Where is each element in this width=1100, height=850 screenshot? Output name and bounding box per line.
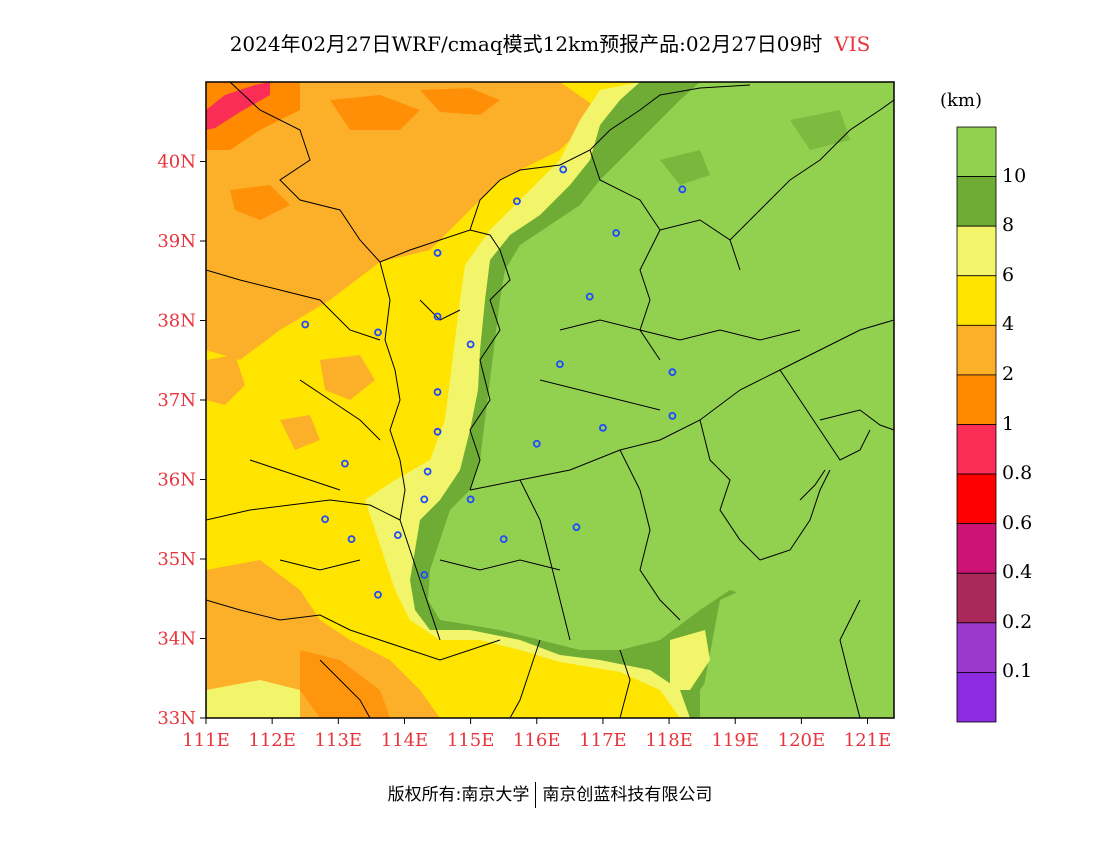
latitude-axis: 40N 39N 38N 37N 36N 35N 34N 33N <box>157 152 206 729</box>
city-marker <box>466 340 475 349</box>
legend-swatch-6 <box>956 424 997 475</box>
copyright-owner: 版权所有:南京大学 <box>387 785 530 805</box>
lat-label-7: 33N <box>157 708 196 729</box>
city-marker <box>347 535 356 544</box>
lon-label-7: 118E <box>645 730 693 751</box>
city-marker <box>513 197 521 206</box>
legend-label-8: 0.4 <box>1002 561 1033 584</box>
lon-label-4: 115E <box>447 730 495 751</box>
title-variable: VIS <box>834 32 871 56</box>
lat-label-2: 38N <box>157 311 196 332</box>
footer-copyright: 版权所有:南京大学 南京创蓝科技有限公司 <box>0 780 1100 808</box>
legend-swatch-5 <box>956 374 997 425</box>
city-marker <box>668 411 677 420</box>
legend-swatch-2 <box>956 225 997 277</box>
city-marker <box>668 368 677 377</box>
longitude-axis: 111E 112E 113E 114E 115E 116E 117E 118E 119E 120E… <box>182 718 891 751</box>
lon-label-6: 117E <box>579 730 627 751</box>
city-marker <box>301 320 310 329</box>
lon-label-0: 111E <box>182 730 230 751</box>
legend-color-bar <box>956 126 997 723</box>
city-marker <box>559 165 568 174</box>
legend-swatch-9 <box>956 572 997 624</box>
lat-label-6: 34N <box>157 629 196 650</box>
city-marker <box>433 312 442 321</box>
city-marker <box>499 535 508 544</box>
lat-label-4: 36N <box>157 470 196 491</box>
legend-label-7: 0.6 <box>1002 511 1033 534</box>
city-markers <box>301 165 687 599</box>
boundary-lines <box>206 82 894 718</box>
legend-label-6: 0.8 <box>1002 462 1033 485</box>
legend-swatch-7 <box>956 473 997 525</box>
legend-unit: (km) <box>940 90 983 111</box>
city-marker <box>585 292 594 301</box>
legend-label-9: 0.2 <box>1002 610 1033 633</box>
lon-label-9: 120E <box>778 730 826 751</box>
copyright-company: 南京创蓝科技有限公司 <box>542 785 713 805</box>
legend-swatch-11 <box>956 672 997 723</box>
city-marker <box>466 495 475 504</box>
lon-label-3: 114E <box>381 730 429 751</box>
city-marker <box>532 439 541 448</box>
title-text: 2024年02月27日WRF/cmaq模式12km预报产品:02月27日09时 <box>229 32 823 56</box>
city-marker <box>341 459 349 468</box>
legend-label-4: 2 <box>1002 362 1015 385</box>
city-marker <box>321 515 329 524</box>
legend-label-10: 0.1 <box>1002 660 1033 683</box>
map-title: 2024年02月27日WRF/cmaq模式12km预报产品:02月27日09时 V… <box>0 28 1100 57</box>
legend-swatch-0 <box>956 126 997 177</box>
legend-swatch-4 <box>956 324 997 376</box>
city-marker <box>433 249 442 257</box>
lon-label-2: 113E <box>315 730 363 751</box>
legend-label-1: 8 <box>1002 214 1015 237</box>
city-marker <box>420 571 429 579</box>
city-marker <box>393 531 402 540</box>
city-marker <box>420 495 429 504</box>
city-marker <box>612 229 621 237</box>
lat-label-3: 37N <box>157 390 196 411</box>
city-marker <box>423 467 432 476</box>
lon-label-8: 119E <box>711 730 759 751</box>
city-marker <box>556 360 564 369</box>
legend-swatch-1 <box>956 176 997 227</box>
city-marker <box>374 328 382 337</box>
footer-separator <box>535 782 537 808</box>
lat-label-5: 35N <box>157 549 196 570</box>
legend-swatch-8 <box>956 523 997 574</box>
legend-label-0: 10 <box>1002 164 1027 187</box>
map-fields <box>206 82 894 718</box>
legend-swatch-10 <box>956 622 997 673</box>
lat-label-0: 40N <box>157 152 196 173</box>
legend-swatch-3 <box>956 275 997 326</box>
city-marker <box>678 185 687 194</box>
legend-label-2: 6 <box>1002 263 1015 286</box>
city-marker <box>433 427 442 436</box>
city-marker <box>374 590 382 599</box>
lat-label-1: 39N <box>157 231 196 252</box>
lon-label-10: 121E <box>844 730 892 751</box>
lon-label-1: 112E <box>248 730 296 751</box>
legend-label-5: 1 <box>1002 412 1015 435</box>
city-marker <box>433 388 442 396</box>
city-marker <box>572 523 581 532</box>
legend-label-3: 4 <box>1002 313 1015 336</box>
lon-label-5: 116E <box>513 730 561 751</box>
city-marker <box>599 423 607 432</box>
